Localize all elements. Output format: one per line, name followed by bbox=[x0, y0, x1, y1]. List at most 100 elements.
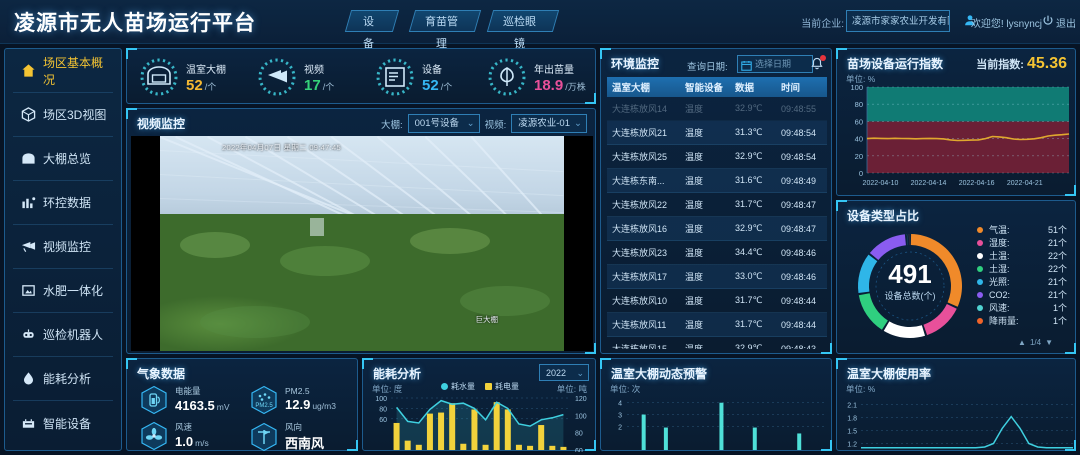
cell-device: 温度 bbox=[685, 176, 704, 186]
legend-swatch bbox=[977, 252, 983, 259]
page-up-icon[interactable]: ▲ bbox=[1018, 338, 1026, 347]
sidebar-item-env-data-label: 环控数据 bbox=[43, 196, 92, 210]
camera-select[interactable]: 凌源农业-01 ⌄ bbox=[511, 114, 587, 133]
pm25-icon: PM2.5 bbox=[249, 385, 279, 415]
svg-text:2: 2 bbox=[618, 424, 622, 431]
table-row[interactable]: 大连栋放风15 温度 32.9℃ 09:48:43 bbox=[607, 337, 827, 349]
legend-item: CO2: 21个 bbox=[977, 288, 1073, 301]
greenhouse-alert-unit: 单位: 次 bbox=[610, 384, 641, 394]
legend-swatch bbox=[977, 226, 983, 233]
cell-greenhouse: 大连栋东南... bbox=[612, 176, 665, 186]
cell-time: 09:48:49 bbox=[781, 175, 817, 186]
run-index-current-value: 45.36 bbox=[1026, 55, 1067, 72]
table-row[interactable]: 大连栋放风25 温度 32.9℃ 09:48:54 bbox=[607, 145, 827, 169]
sidebar-item-energy-analysis[interactable]: 能耗分析 bbox=[13, 357, 113, 401]
sidebar-item-3d-view[interactable]: 场区3D视图 bbox=[13, 93, 113, 137]
table-row[interactable]: 大连栋放风10 温度 31.7℃ 09:48:44 bbox=[607, 289, 827, 313]
page-down-icon[interactable]: ▼ bbox=[1045, 338, 1053, 347]
svg-text:120: 120 bbox=[575, 396, 587, 403]
sidebar-item-video-monitor[interactable]: 视频监控 bbox=[13, 225, 113, 269]
table-row[interactable]: 大连栋放风14 温度 32.9℃ 09:48:55 bbox=[607, 97, 827, 121]
sidebar-item-smart-device-label: 智能设备 bbox=[43, 416, 92, 431]
svg-text:60: 60 bbox=[379, 417, 387, 424]
sidebar-item-water-fertilizer[interactable]: 水肥一体化 bbox=[13, 269, 113, 313]
date-picker-input[interactable]: 选择日期 bbox=[737, 55, 813, 73]
chevron-down-icon: ⌄ bbox=[936, 16, 944, 27]
cell-time: 09:48:44 bbox=[781, 295, 817, 306]
calendar-icon bbox=[741, 58, 752, 76]
svg-text:60: 60 bbox=[855, 117, 863, 126]
column-header-greenhouse: 温室大棚 bbox=[612, 83, 651, 94]
robot-icon bbox=[21, 327, 36, 342]
device-type-legend: 气温: 51个 湿度: 21个 土温: 22个 土湿: 22个 光照: 21个 CO2: 21个 风速:… bbox=[977, 223, 1073, 327]
table-row[interactable]: 大连栋放风22 温度 31.7℃ 09:48:47 bbox=[607, 193, 827, 217]
sidebar-item-greenhouse-overview[interactable]: 大棚总览 bbox=[13, 137, 113, 181]
weather-item-pm25-unit: ug/m3 bbox=[312, 401, 336, 411]
greenhouse-usage-title: 温室大棚使用率 bbox=[847, 367, 932, 381]
cell-device: 温度 bbox=[685, 320, 704, 330]
table-row[interactable]: 大连栋放风17 温度 33.0℃ 09:48:46 bbox=[607, 265, 827, 289]
column-header-device: 智能设备 bbox=[685, 83, 724, 94]
greenhouse-usage-chart: 1.2 1.5 1.8 2.1 bbox=[847, 403, 1073, 449]
power-icon[interactable] bbox=[1042, 14, 1054, 32]
legend-swatch bbox=[977, 291, 983, 298]
sidebar-item-inspection-robot[interactable]: 巡检机器人 bbox=[13, 313, 113, 357]
kpi-strip: 温室大棚 52/个 视频 17/个 bbox=[126, 48, 596, 104]
year-select[interactable]: 2022 ⌄ bbox=[539, 364, 589, 381]
date-picker-placeholder: 选择日期 bbox=[755, 59, 792, 69]
sidebar: 场区基本概况 场区3D视图 大棚总览 环控数据 视频监控 水肥一体化 巡检机 bbox=[4, 48, 122, 451]
weather-item-wind-direction: 风向 西南风 bbox=[249, 421, 324, 453]
sidebar-item-smart-device[interactable]: 智能设备 bbox=[13, 401, 113, 445]
cell-time: 09:48:54 bbox=[781, 151, 817, 162]
table-row[interactable]: 大连栋东南... 温度 31.6℃ 09:48:49 bbox=[607, 169, 827, 193]
cell-greenhouse: 大连栋放风25 bbox=[612, 152, 668, 162]
table-row[interactable]: 大连栋放风21 温度 31.3℃ 09:48:54 bbox=[607, 121, 827, 145]
svg-text:20: 20 bbox=[855, 152, 863, 161]
legend-item-label: 土湿: bbox=[989, 264, 1010, 274]
legend-item: 土温: 22个 bbox=[977, 249, 1073, 262]
svg-text:40: 40 bbox=[855, 135, 863, 144]
greenhouse-select[interactable]: 001号设备 ⌄ bbox=[407, 114, 480, 133]
kpi-card-device-unit: /个 bbox=[440, 81, 453, 92]
notification-bell-icon[interactable] bbox=[810, 55, 826, 73]
cell-time: 09:48:44 bbox=[781, 319, 817, 330]
table-row[interactable]: 大连栋放风11 温度 31.7℃ 09:48:44 bbox=[607, 313, 827, 337]
legend-swatch bbox=[977, 304, 983, 311]
column-header-value: 数据 bbox=[735, 83, 755, 94]
weather-item-wind-direction-value: 西南风 bbox=[285, 436, 325, 451]
cell-value: 32.9℃ bbox=[735, 223, 763, 233]
user-avatar-icon bbox=[964, 12, 976, 30]
table-row[interactable]: 大连栋放风23 温度 34.4℃ 09:48:46 bbox=[607, 241, 827, 265]
svg-text:0: 0 bbox=[859, 169, 863, 178]
nav-button-seedling-management[interactable]: 育苗管理 bbox=[408, 10, 482, 50]
wind-vane-icon bbox=[249, 422, 279, 452]
svg-text:60: 60 bbox=[575, 448, 583, 452]
logout-button[interactable]: 退出 bbox=[1056, 19, 1076, 30]
run-index-current: 当前指数: 45.36 bbox=[976, 55, 1067, 73]
sidebar-item-env-data[interactable]: 环控数据 bbox=[13, 181, 113, 225]
cell-device: 温度 bbox=[685, 296, 704, 306]
video-player[interactable]: 2022年04月07日 星期二 09:47:45 巨大棚 bbox=[131, 136, 593, 351]
legend-swatch bbox=[977, 239, 983, 246]
table-body[interactable]: 大连栋放风14 温度 32.9℃ 09:48:55 大连栋放风21 温度 31.3℃ 09:4… bbox=[607, 97, 827, 349]
greenhouse-usage-panel: 温室大棚使用率 单位: % 1.2 1.5 1.8 2.1 bbox=[836, 358, 1076, 451]
enterprise-select[interactable]: 凌源市家家农业开发有限 ⌄ bbox=[846, 10, 950, 32]
weather-item-wind-direction-label: 风向 bbox=[285, 422, 303, 432]
cell-greenhouse: 大连栋放风14 bbox=[612, 104, 668, 114]
legend-page-indicator: 1/4 bbox=[1029, 338, 1042, 347]
legend-item-value: 21个 bbox=[1047, 277, 1067, 287]
legend-swatch bbox=[977, 265, 983, 272]
cell-greenhouse: 大连栋放风16 bbox=[612, 224, 668, 234]
sidebar-item-overview[interactable]: 场区基本概况 bbox=[13, 49, 113, 93]
table-row[interactable]: 大连栋放风16 温度 32.9℃ 09:48:47 bbox=[607, 217, 827, 241]
weather-item-wind-speed-label: 风速 bbox=[175, 422, 193, 432]
nav-button-inspection-glasses[interactable]: 巡检眼镜 bbox=[486, 10, 560, 50]
video-timestamp-overlay: 2022年04月07日 星期二 09:47:45 bbox=[222, 143, 341, 152]
nav-button-device[interactable]: 设备 bbox=[344, 10, 400, 50]
greenhouse-icon bbox=[21, 151, 36, 166]
video-monitor-panel: 视频监控 大棚: 001号设备 ⌄ 视频: 凌源农业-01 ⌄ bbox=[126, 108, 596, 354]
svg-text:4: 4 bbox=[618, 401, 622, 408]
video-monitor-title: 视频监控 bbox=[137, 117, 186, 131]
fan-icon bbox=[139, 421, 169, 451]
legend-pagination[interactable]: ▲ 1/4 ▼ bbox=[1018, 338, 1053, 347]
